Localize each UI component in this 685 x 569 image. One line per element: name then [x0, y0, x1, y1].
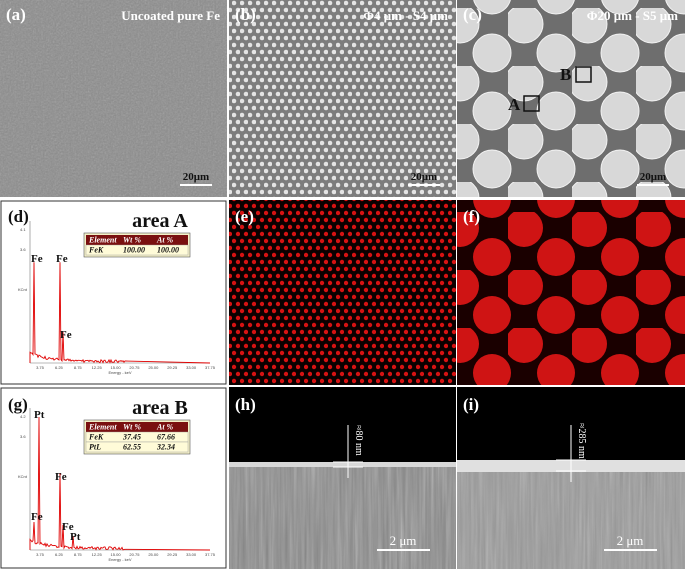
- x-tick-label: 33.00: [186, 552, 197, 557]
- panel-label: (c): [463, 5, 482, 24]
- x-tick-label: 25.00: [148, 365, 159, 370]
- image-area: [229, 200, 456, 385]
- caption: Φ4 μm - S4 μm: [363, 8, 448, 23]
- caption: Uncoated pure Fe: [121, 8, 220, 23]
- table-cell: 100.00: [157, 246, 179, 255]
- panel-label: (i): [463, 395, 479, 414]
- x-tick-label: 37.75: [205, 552, 216, 557]
- table-header-cell: At %: [156, 423, 174, 432]
- y-tick-label: 3.6: [20, 247, 26, 252]
- table-cell: FeK: [88, 433, 104, 442]
- x-tick-label: 6.25: [55, 552, 64, 557]
- y-tick-label: 4.1: [20, 227, 26, 232]
- x-tick-label: 6.25: [55, 365, 64, 370]
- y-tick-label: 3.6: [20, 434, 26, 439]
- y-axis-unit: KCnt: [18, 474, 28, 479]
- peak-label: Pt: [34, 409, 45, 421]
- peak-label: Fe: [56, 253, 68, 265]
- peak-label: Pt: [70, 531, 81, 543]
- panel-f: (f): [457, 200, 685, 385]
- panel-a: (a) Uncoated pure Fe 20μm: [0, 0, 227, 197]
- table-cell: 100.00: [123, 246, 145, 255]
- x-axis-label: Energy - keV: [108, 557, 131, 562]
- panel-g: (g) area B 4.2 3.6 KCnt 3.75 6.25 8.75 12.25 15…: [1, 388, 226, 568]
- image-area: [229, 0, 456, 197]
- x-tick-label: 12.25: [92, 365, 103, 370]
- image-area: [457, 0, 685, 197]
- x-tick-label: 29.25: [167, 552, 178, 557]
- image-area: [457, 200, 685, 385]
- peak-label: Fe: [31, 253, 43, 265]
- panel-title: area A: [132, 210, 188, 232]
- x-tick-label: 29.25: [167, 365, 178, 370]
- scale-bar: 20μm: [411, 171, 437, 183]
- image-area: [457, 470, 685, 569]
- peak-label: Fe: [31, 511, 43, 523]
- panel-label: (g): [8, 395, 28, 414]
- panel-c: (c) Φ20 μm - S5 μm B A 20μm: [457, 0, 685, 197]
- y-tick-label: 4.2: [20, 414, 26, 419]
- image-area: [229, 462, 456, 467]
- thickness-label: ≈80 nm: [353, 425, 364, 456]
- x-tick-label: 3.75: [36, 552, 45, 557]
- table-cell: PtL: [89, 443, 101, 452]
- table-header-cell: At %: [156, 236, 174, 245]
- marker: A: [508, 95, 521, 114]
- image-area: [229, 466, 456, 569]
- table-header-cell: Element: [88, 236, 117, 245]
- caption: Φ20 μm - S5 μm: [587, 8, 678, 23]
- thickness-label: ≈285 nm: [576, 423, 587, 459]
- panel-label: (b): [235, 5, 256, 24]
- panel-d: (d) area A 4.1 3.6 KCnt 3.75 6.25 8.75 12.25 15…: [1, 201, 226, 384]
- x-tick-label: 25.00: [148, 552, 159, 557]
- table-header-cell: Wt %: [123, 423, 141, 432]
- panel-label: (d): [8, 207, 29, 226]
- marker: B: [560, 65, 571, 84]
- table-header-cell: Element: [88, 423, 117, 432]
- panel-label: (f): [463, 207, 480, 226]
- scale-bar: 2 μm: [390, 533, 417, 548]
- table-header-cell: Wt %: [123, 236, 141, 245]
- x-tick-label: 37.75: [205, 365, 216, 370]
- panel-label: (h): [235, 395, 256, 414]
- table-cell: 67.66: [157, 433, 175, 442]
- scale-bar: 2 μm: [617, 533, 644, 548]
- image-area: [0, 0, 227, 197]
- panel-h: (h) ≈80 nm 2 μm: [229, 387, 456, 569]
- scale-bar: 20μm: [640, 171, 666, 183]
- peak-label: Fe: [55, 471, 67, 483]
- x-axis-label: Energy - keV: [108, 370, 131, 375]
- x-tick-label: 8.75: [74, 552, 83, 557]
- panel-title: area B: [132, 397, 188, 419]
- table-cell: 62.55: [123, 443, 141, 452]
- panel-i: (i) ≈285 nm 2 μm: [457, 387, 685, 569]
- table-cell: 32.34: [156, 443, 175, 452]
- x-tick-label: 33.00: [186, 365, 197, 370]
- x-tick-label: 3.75: [36, 365, 45, 370]
- panel-e: (e): [229, 200, 456, 385]
- panel-b: (b) Φ4 μm - S4 μm 20μm: [229, 0, 456, 197]
- table-cell: FeK: [88, 246, 104, 255]
- x-tick-label: 8.75: [74, 365, 83, 370]
- table-cell: 37.45: [122, 433, 141, 442]
- y-axis-unit: KCnt: [18, 287, 28, 292]
- panel-label: (a): [6, 5, 26, 24]
- figure: (a) Uncoated pure Fe 20μm (b) Φ4 μm - S4…: [0, 0, 685, 569]
- panel-label: (e): [235, 207, 254, 226]
- peak-label: Fe: [60, 329, 72, 341]
- scale-bar: 20μm: [183, 171, 209, 183]
- x-tick-label: 12.25: [92, 552, 103, 557]
